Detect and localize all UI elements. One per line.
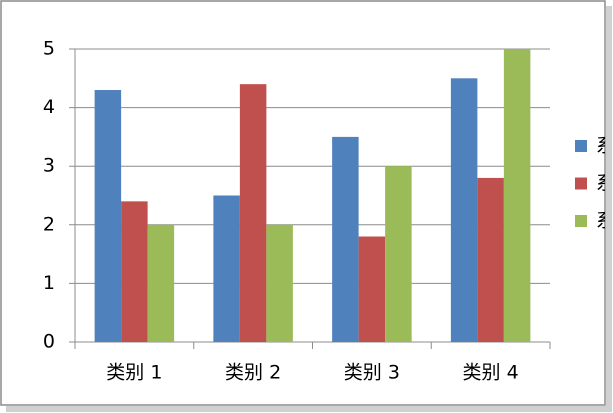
legend-swatch <box>575 215 587 227</box>
legend-label: 系列 1 <box>596 135 613 157</box>
bar <box>239 84 267 342</box>
y-tick-label: 1 <box>43 272 55 294</box>
bar <box>94 90 122 343</box>
bar <box>147 224 175 342</box>
y-tick-label: 5 <box>43 38 55 60</box>
bar <box>503 49 531 342</box>
bar <box>332 136 359 342</box>
bar <box>477 177 504 342</box>
y-tick-label: 0 <box>43 331 55 353</box>
legend-label: 系列 2 <box>596 172 613 194</box>
x-tick-label: 类别 1 <box>106 362 162 384</box>
bar <box>121 201 148 342</box>
legend-swatch <box>575 140 587 152</box>
legend-label: 系列 3 <box>596 210 613 232</box>
bar <box>385 166 412 342</box>
bar <box>266 224 293 342</box>
bar <box>213 195 240 342</box>
x-tick-label: 类别 4 <box>463 362 519 384</box>
y-tick-label: 3 <box>43 155 55 177</box>
x-tick-label: 类别 3 <box>344 362 400 384</box>
plot: 0 1 2 3 4 5 类别 1 类别 2 类别 3 类别 4 系列 1 系列 2 系列 3 <box>43 38 613 384</box>
bar <box>450 78 478 343</box>
y-tick-label: 2 <box>43 213 55 235</box>
y-tick-label: 4 <box>43 96 55 118</box>
frame-shadow <box>6 406 612 412</box>
bar <box>358 236 386 342</box>
frame-shadow <box>606 6 612 410</box>
legend-swatch <box>575 177 587 190</box>
x-tick-label: 类别 2 <box>225 362 281 384</box>
